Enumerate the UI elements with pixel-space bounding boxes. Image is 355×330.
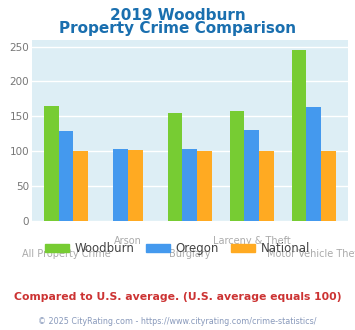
Text: © 2025 CityRating.com - https://www.cityrating.com/crime-statistics/: © 2025 CityRating.com - https://www.city… <box>38 317 317 326</box>
Text: Property Crime Comparison: Property Crime Comparison <box>59 21 296 36</box>
Bar <box>44 106 59 221</box>
Text: All Property Crime: All Property Crime <box>22 249 110 259</box>
Bar <box>113 149 128 221</box>
Bar <box>73 150 88 221</box>
Bar <box>245 130 259 221</box>
Bar <box>291 50 306 221</box>
Bar <box>128 150 143 221</box>
Bar <box>306 107 321 221</box>
Bar <box>182 149 197 221</box>
Text: Burglary: Burglary <box>169 249 211 259</box>
Text: 2019 Woodburn: 2019 Woodburn <box>110 8 245 23</box>
Bar <box>321 150 336 221</box>
Bar <box>197 150 212 221</box>
Text: Compared to U.S. average. (U.S. average equals 100): Compared to U.S. average. (U.S. average … <box>14 292 341 302</box>
Text: Larceny & Theft: Larceny & Theft <box>213 236 291 246</box>
Text: Motor Vehicle Theft: Motor Vehicle Theft <box>267 249 355 259</box>
Bar <box>59 131 73 221</box>
Bar <box>259 150 274 221</box>
Legend: Woodburn, Oregon, National: Woodburn, Oregon, National <box>40 237 315 260</box>
Bar <box>168 113 182 221</box>
Text: Arson: Arson <box>114 236 142 246</box>
Bar <box>230 111 245 221</box>
